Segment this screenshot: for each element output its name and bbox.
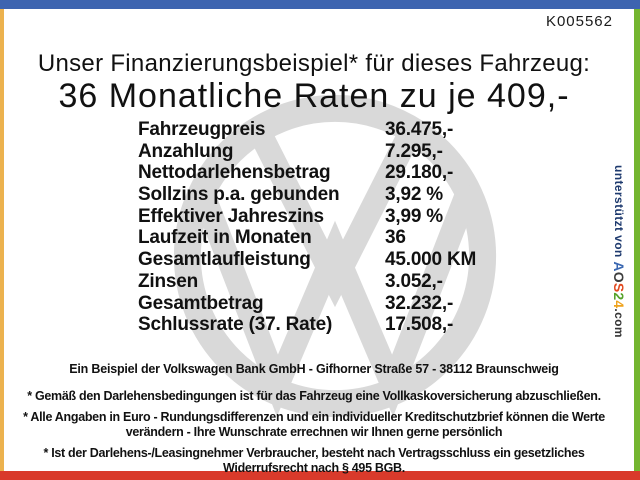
brand-letter: A [611, 261, 627, 272]
table-row: Effektiver Jahreszins 3,99 % [138, 206, 476, 228]
brand-letter: 2 [611, 292, 627, 301]
finance-value: 3.052,- [385, 270, 443, 292]
table-row: Schlussrate (37. Rate) 17.508,- [138, 314, 476, 336]
table-row: Laufzeit in Monaten 36 [138, 227, 476, 249]
disclaimer-insurance: * Gemäß den Darlehensbedingungen ist für… [27, 389, 601, 403]
brand-letter: O [611, 271, 627, 283]
finance-table: Fahrzeugpreis 36.475,- Anzahlung 7.295,-… [138, 119, 476, 336]
offer-code: K005562 [545, 13, 613, 30]
monthly-rate-headline: 36 Monatliche Raten zu je 409,- [58, 77, 570, 115]
finance-value: 32.232,- [385, 292, 454, 314]
brand-letter: S [611, 282, 627, 293]
finance-value: 36.475,- [385, 119, 454, 140]
finance-label: Gesamtbetrag [138, 292, 264, 314]
finance-label: Sollzins p.a. gebunden [138, 184, 340, 206]
finance-value: 29.180,- [385, 162, 454, 184]
frame-bar-bottom [0, 471, 640, 480]
finance-label: Effektiver Jahreszins [138, 205, 324, 227]
finance-value: 7.295,- [385, 140, 443, 162]
finance-value: 36 [385, 227, 406, 249]
finance-label: Zinsen [138, 270, 199, 292]
brand-domain-suffix: .com [612, 308, 626, 338]
table-row: Gesamtlaufleistung 45.000 KM [138, 249, 476, 271]
brand-letter: 4 [611, 300, 627, 309]
footer: Ein Beispiel der Volkswagen Bank GmbH - … [12, 362, 616, 480]
table-row: Sollzins p.a. gebunden 3,92 % [138, 184, 476, 206]
finance-label: Anzahlung [138, 140, 234, 162]
disclaimer-values: * Alle Angaben in Euro - Rundungsdiffere… [23, 410, 605, 439]
frame-bar-left [0, 9, 4, 471]
table-row: Gesamtbetrag 32.232,- [138, 293, 476, 315]
table-row: Zinsen 3.052,- [138, 271, 476, 293]
page-title: Unser Finanzierungsbeispiel* für dieses … [37, 50, 591, 77]
finance-label: Fahrzeugpreis [138, 119, 266, 140]
finance-label: Laufzeit in Monaten [138, 227, 312, 249]
frame-bar-right [634, 9, 640, 471]
frame-bar-top [0, 0, 640, 9]
table-row: Anzahlung 7.295,- [138, 141, 476, 163]
finance-value: 45.000 KM [385, 249, 477, 271]
finance-value: 17.508,- [385, 314, 454, 336]
finance-label: Schlussrate (37. Rate) [138, 314, 333, 336]
finance-label: Nettodarlehensbetrag [138, 162, 331, 184]
vw-logo-watermark-icon [155, 76, 515, 436]
table-row: Nettodarlehensbetrag 29.180,- [138, 162, 476, 184]
bank-address-line: Ein Beispiel der Volkswagen Bank GmbH - … [69, 362, 559, 376]
supported-by-label: unterstützt von [612, 165, 626, 262]
finance-value: 3,92 % [385, 184, 443, 206]
disclaimer-withdrawal: * Ist der Darlehens-/Leasingnehmer Verbr… [43, 446, 585, 475]
finance-value: 3,99 % [385, 205, 443, 227]
finance-label: Gesamtlaufleistung [138, 249, 311, 271]
supported-by-credit: unterstützt von AOS24.com [611, 165, 627, 365]
table-row: Fahrzeugpreis 36.475,- [138, 119, 476, 141]
